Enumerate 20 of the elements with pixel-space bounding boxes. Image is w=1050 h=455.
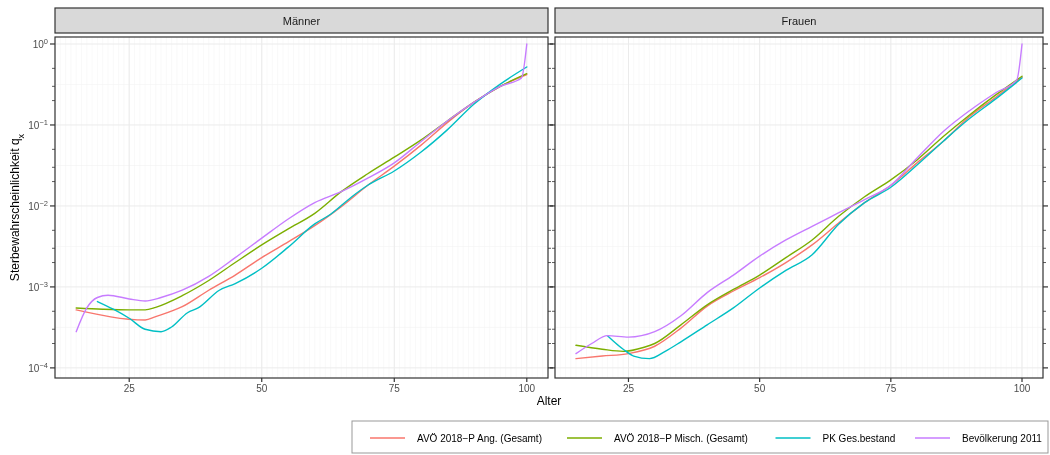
y-tick-label: 10$^{−2}$	[28, 198, 48, 212]
x-tick-label: 75	[885, 383, 897, 394]
legend-label: AVÖ 2018−P Misch. (Gesamt)	[614, 433, 748, 444]
x-tick-label: 25	[622, 383, 635, 394]
legend-label: PK Ges.bestand	[822, 433, 896, 444]
x-tick-label: 50	[256, 383, 268, 394]
x-tick-label: 75	[388, 383, 401, 394]
chart-title: Männer	[282, 15, 321, 27]
legend-label: Bevölkerung 2011	[962, 433, 1043, 444]
chart-title: Frauen	[781, 15, 817, 27]
y-tick-label: 10$^{0}$	[32, 36, 48, 50]
x-axis-title: Alter	[536, 394, 562, 408]
x-tick-label: 100	[518, 383, 536, 394]
legend-label: AVÖ 2018−P Ang. (Gesamt)	[417, 433, 542, 444]
x-tick-label: 25	[123, 383, 136, 394]
y-tick-label: 10$^{−1}$	[28, 117, 48, 131]
x-tick-label: 100	[1013, 383, 1031, 394]
y-tick-label: 10$^{−4}$	[28, 360, 48, 374]
y-tick-label: 10$^{−3}$	[28, 279, 48, 293]
x-tick-label: 50	[754, 383, 766, 394]
